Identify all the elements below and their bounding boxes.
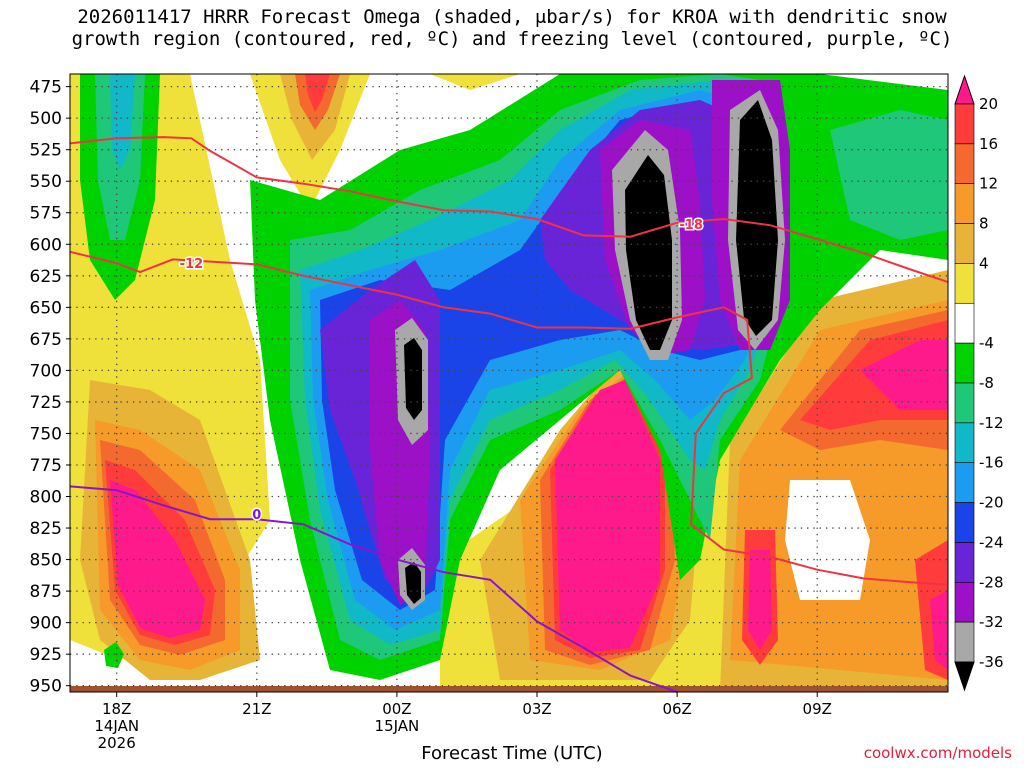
x-tick-sublabel: 15JAN [375,717,420,735]
contour-label: -18 [679,218,703,233]
y-tick-label: 575 [30,204,62,224]
y-tick-label: 925 [30,645,62,665]
y-tick-label: 525 [30,141,62,161]
colorbar-segment [954,621,975,663]
colorbar-segment [954,581,975,623]
x-tick-label: 00Z [382,700,411,718]
contour-label: 0 [252,508,261,523]
y-tick-label: 550 [30,172,62,192]
y-tick-label: 800 [30,488,62,508]
contour-line [69,250,949,586]
omega-shading [70,74,948,692]
chart-title-line2: growth region (contoured, red, ºC) and f… [71,28,953,50]
y-tick-label: 725 [30,393,62,413]
colorbar-segment [954,502,975,543]
y-tick-label: 875 [30,582,62,602]
y-tick-label: 650 [30,298,62,318]
colorbar-segment [954,183,975,224]
colorbar-segment [954,223,975,264]
colorbar-segment [954,422,975,464]
contour-line [69,485,678,693]
x-axis-label: Forecast Time (UTC) [421,743,603,764]
contour-label: -12 [180,257,204,272]
colorbar-label: -28 [979,573,1004,591]
colorbar-label: -20 [979,494,1004,512]
contour-overlays: -18 -12 0 [69,136,949,693]
watermark-text: coolwx.com/models [863,744,1012,762]
colorbar-segment [954,462,975,503]
y-tick-label: 625 [30,267,62,287]
x-tick-label: 18Z [102,700,131,718]
colorbar-label: 12 [979,175,998,193]
colorbar-segment [954,263,975,304]
y-tick-label: 500 [30,109,62,129]
colorbar-top-arrow [954,74,975,105]
colorbar-label: -24 [979,533,1004,551]
contour-line [69,136,949,284]
x-tick-label: 09Z [803,700,832,718]
chart-title-line1: 2026011417 HRRR Forecast Omega (shaded, … [77,6,947,28]
colorbar-label: -32 [979,613,1004,631]
grid-lines [70,74,948,692]
plot-frame [69,73,949,693]
colorbar-segment [954,143,975,185]
colorbar: 20 16 12 8 4 -4 -8 -12 -16 -20 -24 -28 -32 -36 [954,74,1004,692]
colorbar-segment [954,542,975,583]
colorbar-label: -16 [979,454,1004,472]
x-tick-label: 06Z [662,700,691,718]
colorbar-segment [954,382,975,424]
y-tick-label: 600 [30,235,62,255]
colorbar-label: 16 [979,135,998,153]
y-tick-label: 850 [30,551,62,571]
colorbar-segment [954,302,975,344]
y-tick-label: 750 [30,424,62,444]
x-tick-sublabel: 2026 [98,734,136,752]
colorbar-label: 20 [979,95,998,113]
y-tick-label: 950 [30,677,62,697]
y-tick-label: 700 [30,361,62,381]
colorbar-segment [954,342,975,384]
colorbar-label: 4 [979,254,989,272]
colorbar-label: 8 [979,215,989,233]
y-tick-label: 825 [30,519,62,539]
colorbar-bottom-arrow [954,661,975,692]
colorbar-label: -8 [979,374,994,392]
colorbar-label: -4 [979,334,994,352]
y-tick-label: 775 [30,456,62,476]
y-tick-label: 675 [30,330,62,350]
colorbar-segment [954,103,975,145]
x-tick-sublabel: 14JAN [94,717,139,735]
y-axis: 475 500 525 550 575 600 625 650 675 700 725 750 775 8… [30,78,70,697]
y-tick-label: 900 [30,614,62,634]
colorbar-label: -12 [979,414,1004,432]
x-tick-label: 21Z [242,700,271,718]
chart-title: 2026011417 HRRR Forecast Omega (shaded, … [0,6,1024,50]
x-tick-label: 03Z [522,700,551,718]
colorbar-label: -36 [979,653,1004,671]
y-tick-label: 475 [30,78,62,98]
